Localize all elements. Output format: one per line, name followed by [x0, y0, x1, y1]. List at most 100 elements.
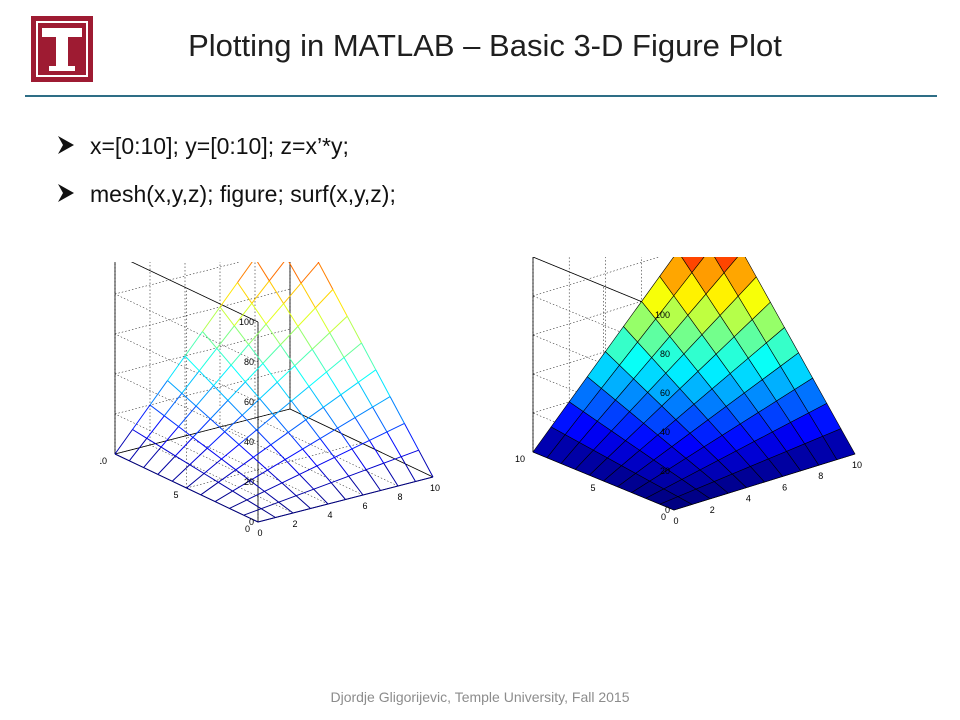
mesh-line [243, 508, 262, 516]
mesh-line [330, 482, 346, 500]
mesh-line [181, 392, 197, 407]
mesh-line [337, 427, 353, 450]
mesh-line [213, 364, 232, 386]
mesh-line [184, 331, 203, 357]
mesh-line [314, 307, 331, 333]
mesh-line [276, 381, 292, 402]
mesh-line [256, 429, 272, 446]
mesh-line [229, 507, 244, 516]
mesh-line [337, 417, 356, 429]
mesh-line [202, 306, 221, 332]
mesh-line [317, 262, 320, 263]
mesh-line [275, 512, 294, 518]
axis-edge [114, 408, 291, 455]
mesh-line [351, 448, 367, 470]
y-tick-label: 5 [173, 490, 178, 500]
mesh-line [284, 448, 303, 461]
mesh-line [372, 396, 391, 408]
mesh-line [315, 289, 334, 309]
mesh-line [214, 501, 230, 509]
mesh-line [329, 315, 348, 334]
mesh-line [354, 406, 373, 419]
mesh-line [235, 469, 251, 481]
axis-edge [130, 262, 259, 323]
mesh-line [128, 437, 148, 462]
mesh-line [327, 499, 346, 505]
mesh-line [326, 371, 342, 396]
mesh-line [178, 426, 194, 438]
mesh-line [248, 323, 267, 345]
mesh-line [295, 495, 311, 509]
mesh-line [264, 491, 280, 503]
grid-line [114, 368, 291, 415]
mesh-line [249, 469, 268, 482]
z-tick-label: 80 [660, 349, 670, 359]
mesh-line [189, 447, 208, 466]
mesh-line [114, 429, 133, 455]
mesh-line [340, 394, 356, 418]
mesh-line [305, 406, 324, 421]
x-tick-label: 4 [746, 494, 751, 504]
mesh-line [219, 282, 238, 308]
mesh-line [366, 462, 384, 471]
mesh-line [192, 418, 211, 438]
mesh-line [203, 473, 219, 483]
mesh-line [279, 344, 296, 366]
mesh-line [149, 380, 168, 406]
x-tick-label: 6 [782, 482, 787, 492]
x-tick-label: 2 [292, 519, 297, 529]
mesh-line [294, 348, 313, 367]
mesh-line [167, 355, 186, 381]
mesh-line [257, 517, 276, 523]
mesh-line [372, 406, 388, 433]
mesh-line [251, 280, 270, 304]
mesh-line [157, 473, 173, 482]
mesh-line [233, 302, 253, 327]
mesh-line [206, 431, 226, 449]
mesh-line [232, 490, 248, 501]
grid-line [532, 257, 660, 297]
mesh-line [397, 481, 416, 487]
mesh-line [171, 480, 187, 489]
mesh-line [340, 381, 359, 396]
mesh-line [157, 455, 176, 475]
z-tick-label: 20 [660, 466, 670, 476]
mesh-line [343, 342, 362, 358]
footer-text: Djordje Gligorijevic, Temple University,… [330, 689, 630, 705]
y-tick-label: 10 [515, 454, 525, 464]
mesh-line [249, 480, 265, 492]
mesh-line [358, 369, 377, 383]
x-tick-label: 10 [852, 460, 862, 470]
mesh-line [146, 437, 162, 448]
mesh-line [246, 490, 265, 501]
mesh-line [389, 396, 405, 424]
mesh-line [186, 487, 202, 496]
mesh-line [202, 331, 218, 349]
mesh-line [316, 465, 332, 484]
mesh-line [357, 382, 374, 408]
mesh-line [213, 385, 229, 401]
mesh-line [351, 439, 370, 450]
mesh-line [163, 392, 183, 417]
mesh-line [323, 394, 342, 408]
mesh-line [291, 386, 310, 402]
y-tick-label: 10 [100, 456, 107, 466]
mesh-line [311, 332, 331, 350]
bullet-text: x=[0:10]; y=[0:10]; z=x’*y; [90, 133, 349, 159]
mesh-line [369, 431, 388, 441]
grid-line [114, 288, 291, 335]
mesh-line [260, 508, 276, 518]
mesh-line [160, 426, 179, 448]
mesh-line [261, 501, 279, 510]
mesh-line [300, 262, 319, 284]
mesh-line [334, 448, 353, 458]
mesh-line [181, 370, 200, 394]
z-tick-label: 0 [249, 517, 254, 527]
x-tick-label: 0 [673, 516, 678, 526]
mesh-line [316, 456, 335, 467]
mesh-line [310, 503, 329, 509]
mesh-line [241, 398, 261, 416]
mesh-line [198, 347, 218, 372]
